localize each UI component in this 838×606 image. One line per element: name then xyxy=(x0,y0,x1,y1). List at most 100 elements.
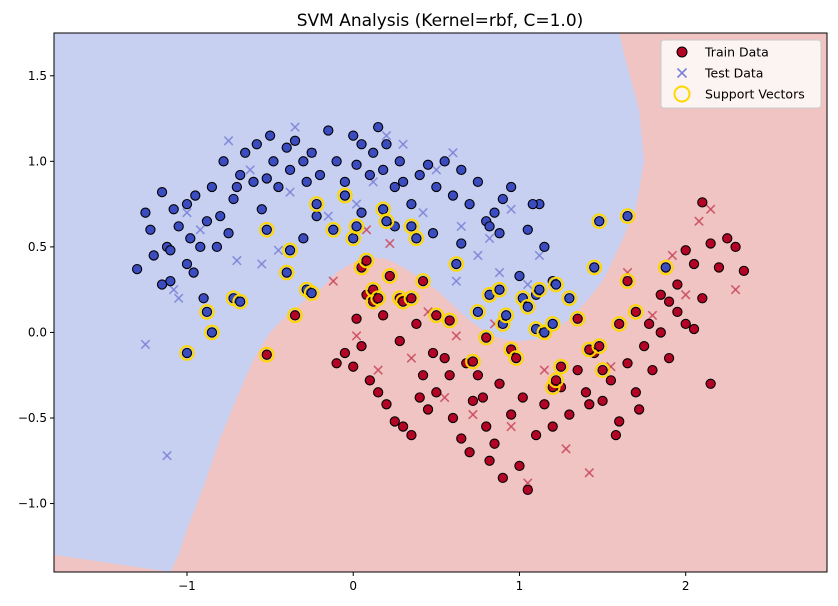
test-point-class1 xyxy=(680,290,691,300)
support-vector-point xyxy=(306,287,317,299)
train-point-class1 xyxy=(373,387,384,398)
support-vector-ring xyxy=(365,281,381,298)
train-point-class1 xyxy=(522,484,533,496)
train-point-class0 xyxy=(251,139,262,150)
train-point-class0 xyxy=(298,156,309,167)
support-vector-ring xyxy=(287,307,303,324)
support-vector-point xyxy=(572,313,583,324)
train-point-class1 xyxy=(697,293,708,304)
legend-item-train: Train Data xyxy=(676,45,769,60)
test-point-class1 xyxy=(539,365,550,375)
train-point-class1 xyxy=(481,421,492,432)
train-point-class1 xyxy=(643,318,655,330)
train-point-class0 xyxy=(489,207,500,218)
chart-title: SVM Analysis (Kernel=rbf, C=1.0) xyxy=(297,11,584,31)
train-point-class0 xyxy=(156,186,168,198)
support-vector-ring xyxy=(591,213,608,230)
train-point-class0 xyxy=(394,156,405,167)
support-vector-point xyxy=(614,318,625,330)
legend-support-marker xyxy=(673,85,691,103)
test-point-class0 xyxy=(534,250,545,261)
train-point-class1 xyxy=(339,347,351,359)
test-point-class1 xyxy=(584,467,595,478)
legend: Train Data Test Data Support Vectors xyxy=(660,39,822,109)
train-point-class1 xyxy=(638,340,650,352)
support-vector-point xyxy=(261,224,272,235)
train-point-class0 xyxy=(268,156,279,167)
test-point-class1 xyxy=(328,276,339,286)
train-point-class0 xyxy=(181,258,193,270)
support-vector-point xyxy=(311,198,322,210)
class0-decision-region xyxy=(54,33,645,572)
support-vector-ring xyxy=(591,338,608,354)
support-vector-ring xyxy=(657,259,674,276)
train-point-class0 xyxy=(235,169,246,181)
train-point-class0 xyxy=(484,221,495,232)
support-vector-point xyxy=(522,301,533,312)
test-point-class0 xyxy=(223,136,234,146)
support-vector-ring xyxy=(232,293,248,310)
support-vector-ring xyxy=(508,350,524,366)
x-tick-label: 0 xyxy=(349,579,357,593)
support-vector-point xyxy=(622,275,633,287)
train-point-class1 xyxy=(605,375,617,386)
support-vector-point xyxy=(351,221,362,232)
support-vector-point xyxy=(381,216,392,227)
train-point-class0 xyxy=(356,207,367,218)
train-point-class0 xyxy=(284,164,296,176)
train-point-class0 xyxy=(173,221,184,232)
train-point-class0 xyxy=(406,198,417,210)
train-point-class1 xyxy=(655,289,666,300)
train-point-class0 xyxy=(289,135,301,146)
support-vector-point xyxy=(289,310,301,321)
train-point-class0 xyxy=(240,147,251,158)
train-point-class1 xyxy=(680,245,691,256)
plot-area xyxy=(54,33,827,572)
support-vector-ring xyxy=(491,281,508,298)
x-tick-label: 1 xyxy=(516,579,524,593)
test-point-class0 xyxy=(173,293,184,303)
support-vector-point xyxy=(547,318,558,330)
train-point-class1 xyxy=(489,438,500,449)
train-point-class1 xyxy=(722,233,733,244)
train-point-class1 xyxy=(381,399,392,410)
support-vector-ring xyxy=(531,281,548,298)
train-point-class1 xyxy=(647,364,658,376)
train-class0-layer xyxy=(131,121,558,304)
test-point-class0 xyxy=(418,207,428,218)
support-vector-point xyxy=(235,296,246,307)
train-point-class1 xyxy=(406,429,417,441)
y-tick-label: 0.0 xyxy=(28,325,47,339)
train-point-class0 xyxy=(248,176,259,188)
train-point-class0 xyxy=(311,210,322,222)
train-point-class0 xyxy=(494,228,505,239)
support-vector-point xyxy=(539,327,550,338)
support-vector-ring xyxy=(470,304,486,320)
test-point-class0 xyxy=(473,250,483,261)
support-vector-point xyxy=(622,210,633,222)
test-point-class1 xyxy=(667,250,678,261)
y-tick-label: 1.0 xyxy=(28,154,47,168)
train-point-class0 xyxy=(356,139,367,150)
support-vector-ring xyxy=(569,310,586,327)
train-point-class0 xyxy=(181,198,193,210)
train-point-class1 xyxy=(464,447,475,458)
train-point-class1 xyxy=(494,378,505,389)
test-point-class0 xyxy=(257,259,267,269)
test-point-class1 xyxy=(468,409,478,420)
train-point-class1 xyxy=(514,460,525,472)
test-point-class0 xyxy=(523,279,533,290)
train-point-class1 xyxy=(672,279,683,290)
test-point-class1 xyxy=(351,331,362,341)
x-tick-label: −1 xyxy=(178,579,196,593)
train-point-class0 xyxy=(195,241,206,253)
y-tick-label: 0.5 xyxy=(28,240,47,254)
support-vector-ring xyxy=(619,208,636,224)
test-point-class0 xyxy=(290,122,300,132)
train-point-class0 xyxy=(301,176,312,188)
train-point-class0 xyxy=(456,164,467,176)
support-vector-point xyxy=(451,258,462,270)
train-point-class1 xyxy=(663,352,675,364)
test-point-class1 xyxy=(451,331,462,341)
legend-train-label: Train Data xyxy=(704,45,769,60)
